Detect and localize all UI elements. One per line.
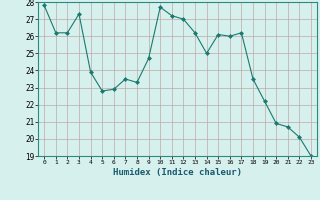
X-axis label: Humidex (Indice chaleur): Humidex (Indice chaleur): [113, 168, 242, 177]
